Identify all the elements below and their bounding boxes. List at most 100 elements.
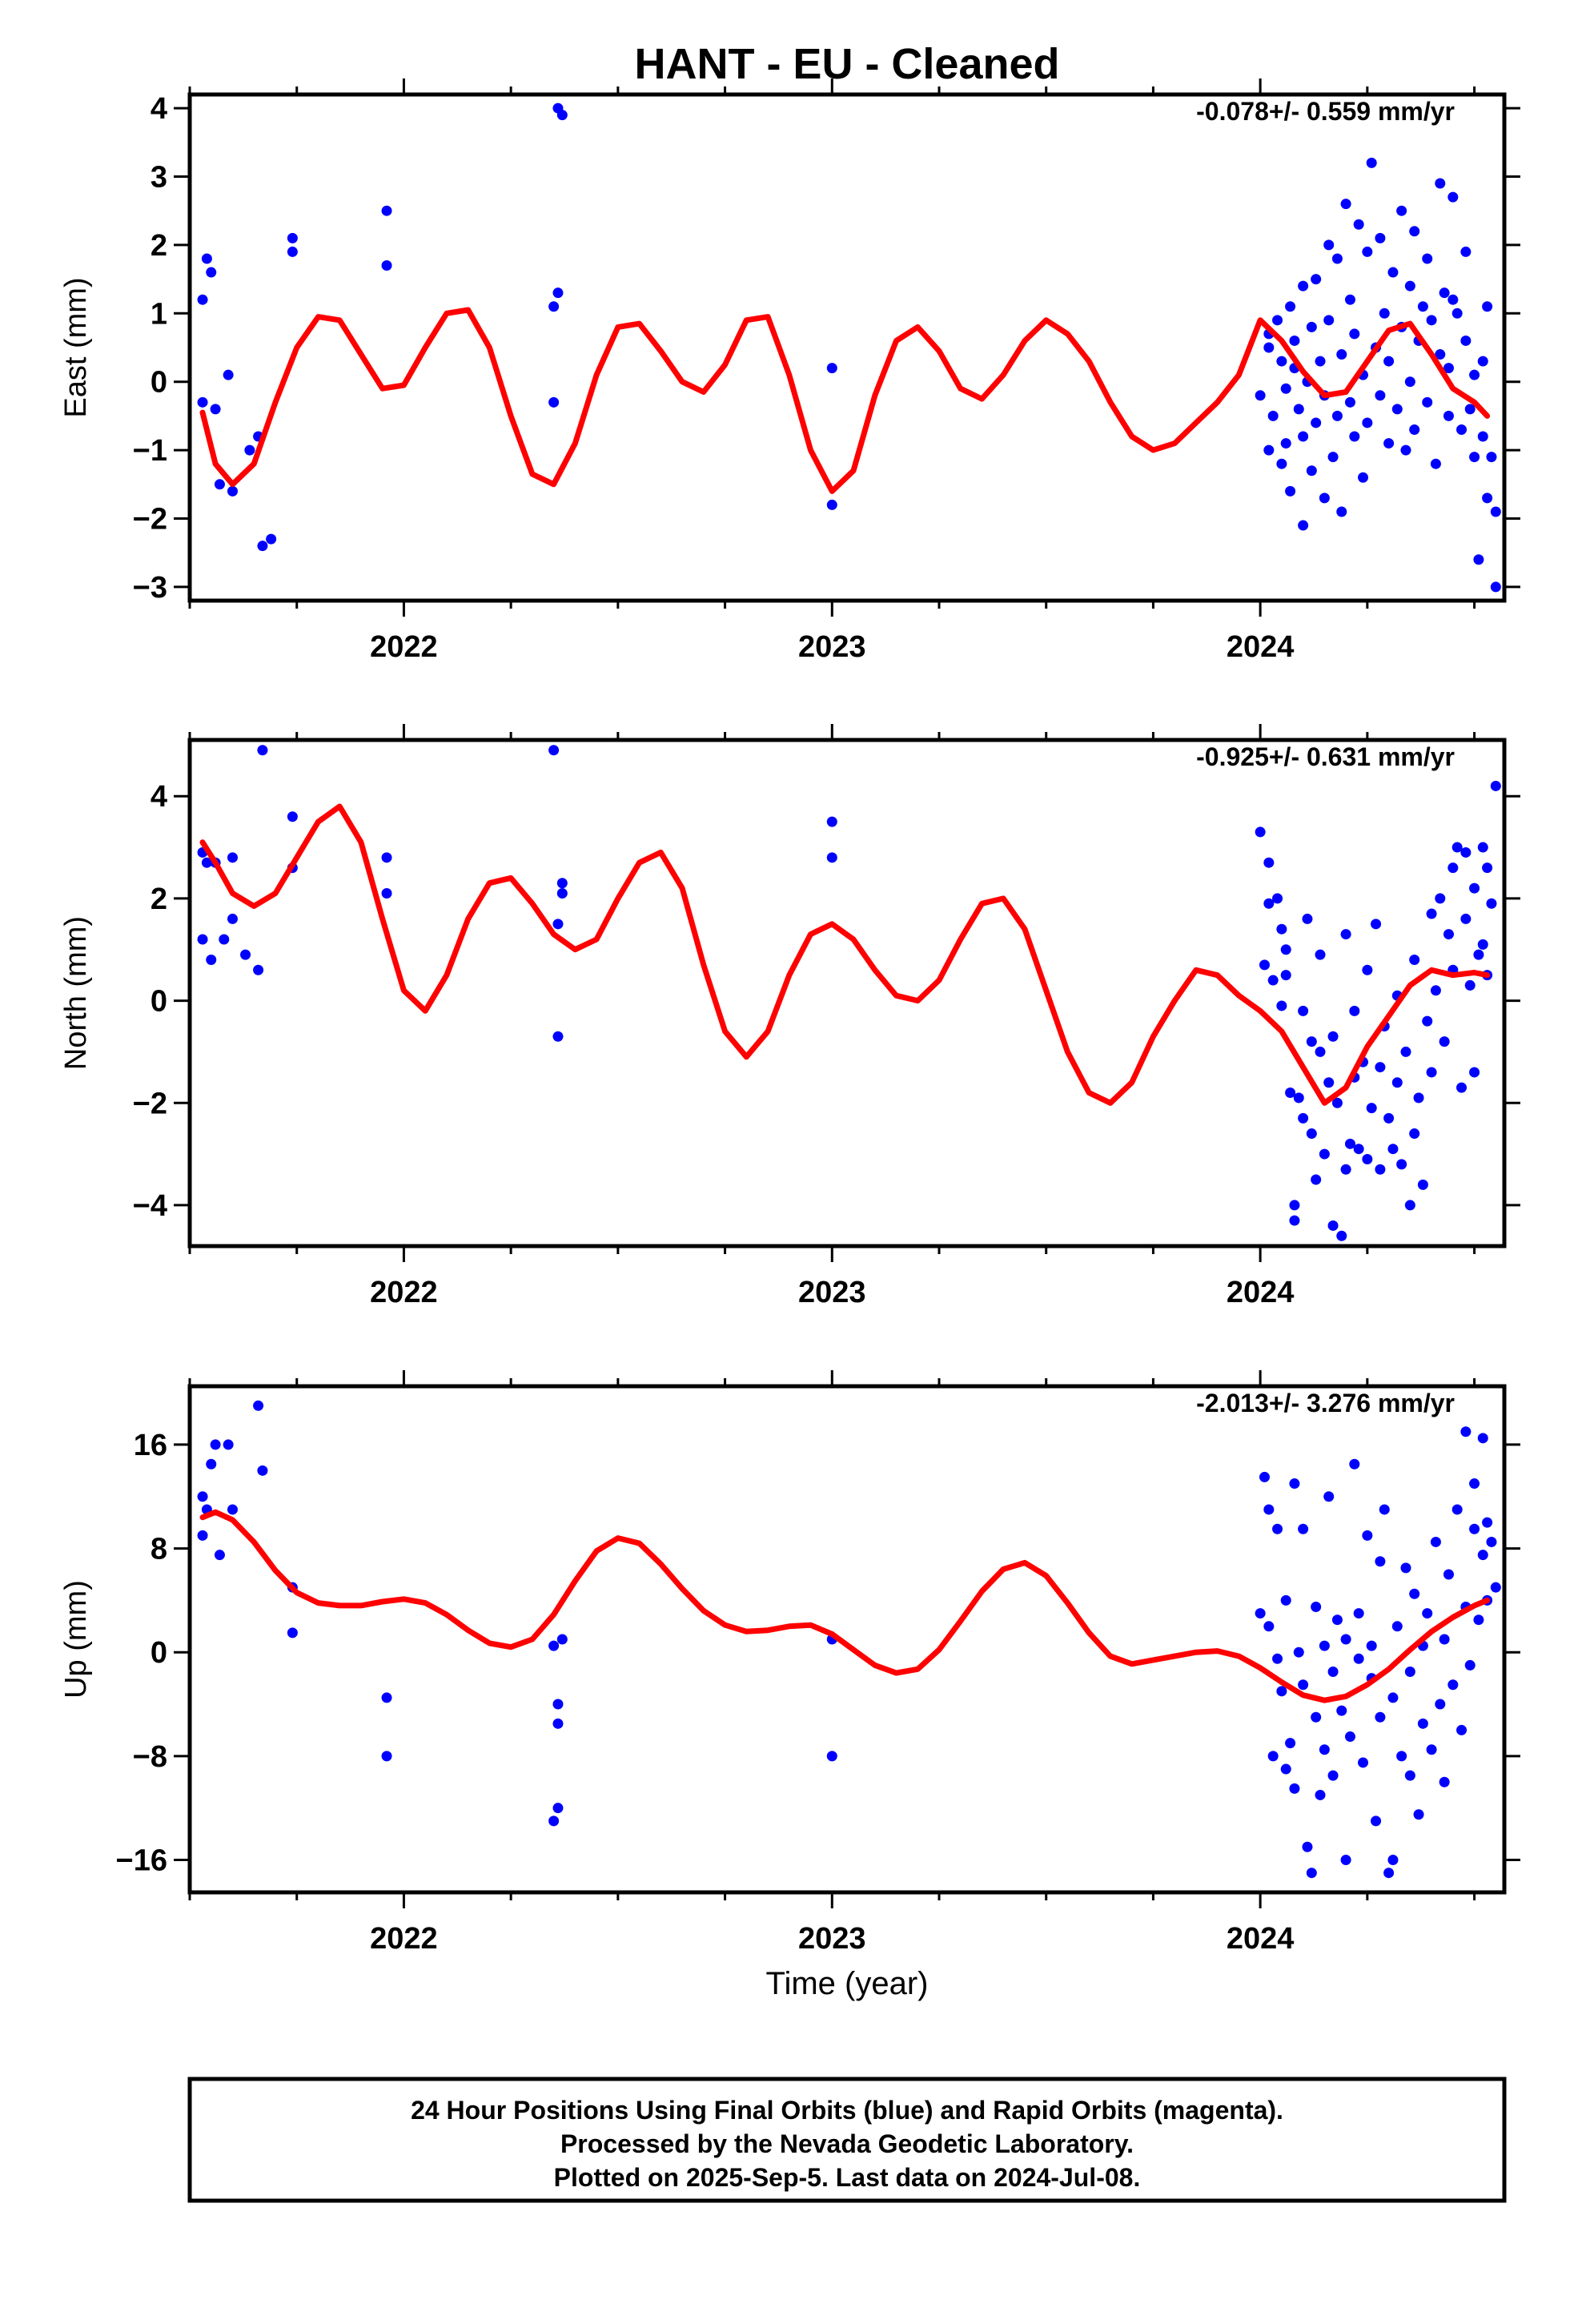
up-data-point: [1302, 1841, 1313, 1852]
east-data-point: [1387, 267, 1399, 278]
up-data-point: [1443, 1569, 1454, 1580]
north-data-point: [1490, 780, 1501, 791]
east-data-point: [548, 301, 560, 312]
east-data-point: [287, 246, 298, 257]
up-data-point: [1477, 1433, 1488, 1444]
east-data-point: [1311, 417, 1322, 428]
east-panel: 2022 2023 2024 −3 −2 −1 0 1 2 3 4 East (mm) -0.078+/…: [59, 78, 1520, 664]
east-data-point: [1486, 452, 1497, 463]
east-data-point: [1439, 287, 1450, 299]
north-data-point: [1255, 826, 1266, 838]
east-y-tick-label: 0: [151, 366, 167, 400]
up-data-point: [1272, 1523, 1283, 1534]
east-data-point: [1460, 246, 1472, 257]
up-data-point: [1293, 1647, 1304, 1658]
east-data-point: [1298, 520, 1309, 531]
up-data-point: [1435, 1699, 1446, 1710]
up-data-point: [197, 1491, 208, 1502]
north-data-point: [1460, 846, 1472, 858]
up-rate-label: -2.013+/- 3.276 mm/yr: [1196, 1389, 1455, 1417]
up-data-point: [1357, 1757, 1368, 1768]
up-data-point: [253, 1400, 264, 1411]
east-data-point: [1263, 342, 1275, 353]
east-data-point: [1383, 356, 1395, 367]
east-data-point: [201, 253, 212, 264]
up-y-tick-label: −8: [133, 1740, 167, 1774]
north-data-point: [381, 888, 392, 899]
east-data-point: [1315, 356, 1326, 367]
north-data-point: [1409, 955, 1420, 966]
north-data-point: [1387, 1144, 1399, 1155]
north-data-point: [1327, 1220, 1339, 1231]
north-data-point: [1473, 949, 1484, 960]
up-data-point: [548, 1640, 560, 1651]
north-data-point: [1302, 913, 1313, 924]
north-data-point: [1263, 857, 1275, 868]
east-data-point: [1362, 246, 1373, 257]
north-data-point: [1353, 1144, 1364, 1155]
east-y-tick-label: −1: [133, 434, 167, 468]
east-data-point: [1276, 458, 1287, 469]
up-x-tick-label: 2024: [1227, 1922, 1295, 1956]
east-data-point: [1349, 328, 1360, 340]
up-data-point: [1379, 1504, 1390, 1515]
up-data-point: [552, 1718, 564, 1729]
north-data-point: [1456, 1082, 1468, 1093]
up-data-point: [197, 1530, 208, 1541]
east-data-point: [1319, 493, 1330, 504]
up-data-point: [548, 1815, 560, 1827]
up-data-point: [206, 1458, 217, 1470]
north-data-point: [1430, 985, 1441, 996]
east-data-point: [1298, 280, 1309, 292]
east-data-point: [1306, 465, 1317, 476]
x-axis-label: Time (year): [766, 1966, 929, 2001]
north-data-point: [1340, 929, 1351, 940]
east-data-point: [197, 294, 208, 305]
up-data-point: [1417, 1718, 1428, 1729]
east-data-point: [1464, 404, 1476, 415]
up-data-point: [1311, 1711, 1322, 1723]
north-data-point: [1349, 1005, 1360, 1016]
north-data-point: [1298, 1005, 1309, 1016]
north-data-point: [1477, 842, 1488, 853]
up-x-tick-label: 2023: [798, 1922, 866, 1956]
up-y-tick-label: 8: [151, 1533, 167, 1566]
east-data-point: [1375, 232, 1386, 243]
up-data-point: [1280, 1594, 1291, 1606]
up-panel: 2022 2023 2024 −16 −8 0 8 16 Up (mm) -2.013+/- 3.…: [59, 1370, 1520, 1956]
north-data-point: [1375, 1062, 1386, 1073]
footer-line-1: 24 Hour Positions Using Final Orbits (bl…: [411, 2096, 1283, 2125]
north-data-point: [1439, 1036, 1450, 1047]
north-data-point: [1486, 898, 1497, 909]
up-data-point: [1404, 1770, 1415, 1781]
east-x-tick-label: 2022: [370, 630, 438, 664]
north-data-point: [1435, 893, 1446, 904]
east-data: [197, 103, 1501, 593]
north-data-point: [253, 964, 264, 975]
up-data-point: [1315, 1789, 1326, 1800]
east-y-tick-label: −3: [133, 571, 167, 605]
east-data-point: [1490, 506, 1501, 517]
east-data-point: [206, 267, 217, 278]
east-data-point: [1340, 199, 1351, 210]
north-data-point: [1267, 975, 1279, 986]
up-data-point: [1387, 1692, 1399, 1703]
north-y-tick-label: 4: [151, 780, 167, 814]
east-data-point: [1430, 458, 1441, 469]
up-data-point: [214, 1550, 225, 1561]
up-data-point: [1276, 1686, 1287, 1697]
up-data-point: [1426, 1744, 1437, 1755]
north-data-point: [381, 852, 392, 863]
east-data-point: [1409, 424, 1420, 435]
north-frame: [187, 738, 1507, 1248]
up-data-point: [1391, 1621, 1403, 1632]
north-data-point: [1460, 913, 1472, 924]
north-data-point: [1263, 898, 1275, 909]
east-data-point: [1353, 219, 1364, 230]
up-data-point: [1409, 1588, 1420, 1599]
north-data-point: [201, 857, 212, 868]
east-data-point: [1447, 191, 1459, 203]
up-frame: [187, 1384, 1507, 1895]
up-data-point: [1298, 1679, 1309, 1691]
north-data-point: [227, 913, 238, 924]
